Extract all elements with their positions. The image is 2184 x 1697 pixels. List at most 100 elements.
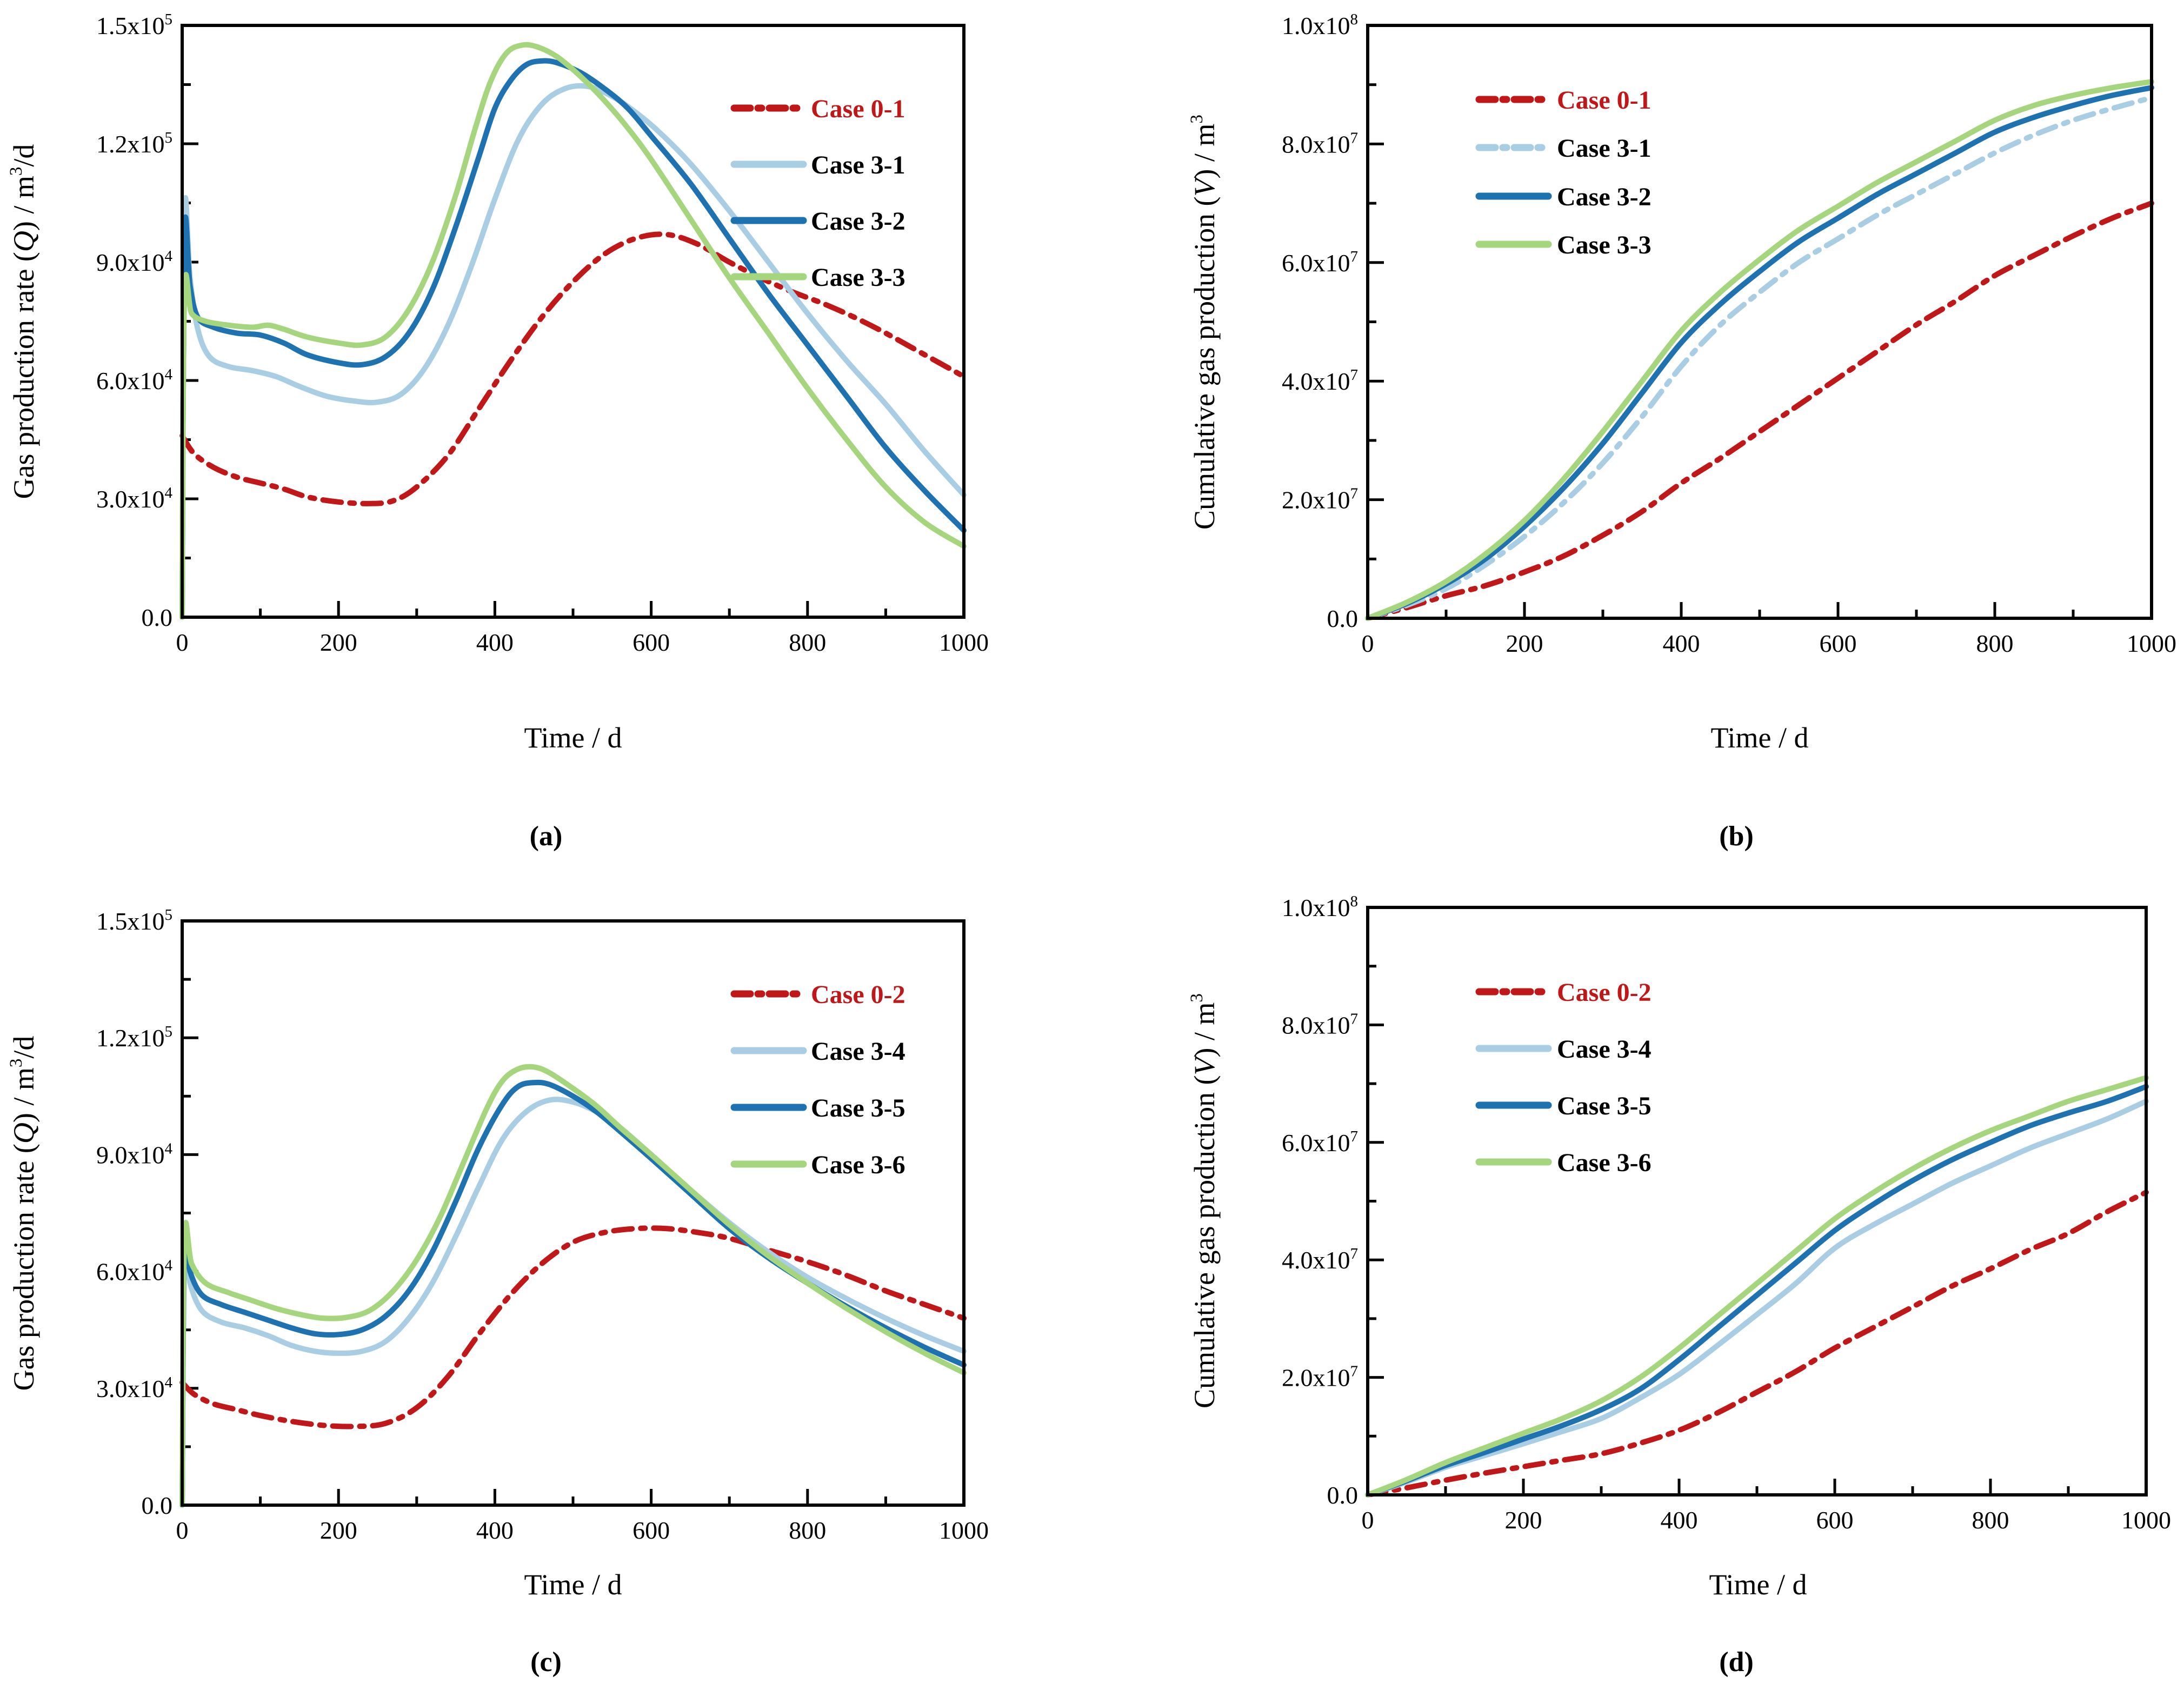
x-tick-label: 400 — [1663, 630, 1700, 657]
y-tick-label: 8.0x107 — [1282, 129, 1358, 158]
y-tick-label: 3.0x104 — [96, 484, 173, 513]
y-tick-label: 6.0x107 — [1282, 1128, 1358, 1157]
legend-label-case-0-2: Case 0-2 — [811, 980, 905, 1009]
y-tick-label: 6.0x104 — [96, 1257, 173, 1286]
x-tick-label: 0 — [1362, 1506, 1374, 1534]
y-axis-label: Gas production rate (Q) / m3/d — [6, 1036, 40, 1391]
y-tick-label: 1.0x108 — [1282, 893, 1358, 921]
caption-panel-c: (c) — [530, 1647, 562, 1678]
y-axis-label: Cumulative gas production (V) / m3 — [1187, 115, 1221, 530]
legend: Case 0-1 Case 3-1 Case 3-2 Case 3-3 — [730, 95, 905, 292]
plot-frame — [1366, 24, 2153, 620]
y-tick-label: 8.0x107 — [1282, 1010, 1358, 1039]
series-case-3-1 — [1365, 95, 2154, 621]
series-case-3-2 — [179, 58, 967, 620]
series-case-3-4 — [1365, 1098, 2149, 1498]
y-tick-label: 2.0x107 — [1282, 1363, 1358, 1392]
legend-label-case-3-6: Case 3-6 — [811, 1151, 905, 1179]
x-tick-label: 200 — [1505, 1506, 1542, 1534]
series-case-3-6 — [179, 1064, 967, 1508]
y-tick-label: 0.0 — [142, 1492, 173, 1519]
legend-label-case-3-3: Case 3-3 — [1557, 231, 1652, 259]
y-tick-label: 3.0x104 — [96, 1374, 173, 1402]
plot-frame — [181, 24, 966, 619]
panel-a-chart: 0 200 400 600 800 1000 0.0 3.0x104 6.0x104 9.0x10… — [6, 11, 989, 754]
x-tick-label: 200 — [320, 1516, 357, 1544]
x-tick-label: 600 — [1816, 1506, 1854, 1534]
y-tick-label: 4.0x107 — [1282, 1245, 1358, 1274]
series-case-3-2 — [1365, 85, 2154, 621]
y-tick-label: 9.0x104 — [96, 1140, 173, 1168]
y-tick-label: 1.2x105 — [96, 129, 172, 158]
y-tick-label: 6.0x107 — [1282, 248, 1358, 277]
x-axis-label: Time / d — [1709, 1568, 1807, 1601]
axes: 0 200 400 600 800 1000 0.0 3.0x104 6.0x104 9.0x10… — [96, 11, 989, 656]
x-tick-label: 800 — [789, 1516, 826, 1544]
y-axis-label: Gas production rate (Q) / m3/d — [6, 144, 40, 499]
x-tick-label: 800 — [789, 629, 826, 656]
series-case-0-2 — [1365, 1190, 2149, 1498]
series-case-0-1 — [179, 231, 967, 506]
legend-label-case-3-2: Case 3-2 — [1557, 183, 1652, 211]
y-tick-label: 9.0x104 — [96, 248, 173, 276]
x-tick-label: 200 — [320, 629, 357, 656]
legend: Case 0-2 Case 3-4 Case 3-5 Case 3-6 — [730, 980, 905, 1179]
x-axis-label: Time / d — [524, 1568, 622, 1601]
series-group — [1365, 1075, 2149, 1498]
series-case-3-3 — [1365, 79, 2154, 621]
legend: Case 0-1 Case 3-1 Case 3-2 Case 3-3 — [1475, 86, 1652, 259]
x-tick-label: 800 — [1976, 630, 2014, 657]
x-tick-label: 0 — [176, 629, 189, 656]
y-tick-label: 1.5x105 — [96, 11, 172, 39]
x-tick-label: 200 — [1506, 630, 1543, 657]
plot-frame — [181, 919, 966, 1507]
x-axis-label: Time / d — [1710, 721, 1808, 754]
legend-label-case-3-4: Case 3-4 — [811, 1037, 905, 1066]
y-axis-label: Cumulative gas production (V) / m3 — [1187, 993, 1221, 1408]
legend-label-case-3-3: Case 3-3 — [811, 263, 905, 292]
legend-label-case-0-2: Case 0-2 — [1557, 978, 1652, 1007]
series-group — [179, 1064, 967, 1508]
legend-label-case-0-1: Case 0-1 — [1557, 86, 1652, 115]
y-tick-label: 1.0x108 — [1282, 11, 1358, 39]
x-axis-label: Time / d — [524, 721, 622, 754]
x-tick-label: 1000 — [2121, 1506, 2171, 1534]
x-tick-label: 400 — [476, 629, 514, 656]
x-tick-label: 600 — [1820, 630, 1857, 657]
y-tick-label: 0.0 — [1327, 605, 1359, 632]
y-tick-label: 0.0 — [142, 604, 173, 631]
x-tick-label: 800 — [1972, 1506, 2009, 1534]
legend-label-case-3-5: Case 3-5 — [811, 1094, 905, 1123]
series-case-3-4 — [179, 1097, 967, 1508]
legend-label-case-3-1: Case 3-1 — [811, 151, 905, 179]
y-tick-label: 6.0x104 — [96, 366, 173, 395]
legend-label-case-3-1: Case 3-1 — [1557, 134, 1652, 163]
panel-b-chart: 0 200 400 600 800 1000 0.0 2.0x107 4.0x107 6.0x10… — [1187, 11, 2176, 754]
x-tick-label: 600 — [632, 1516, 670, 1544]
legend-label-case-3-2: Case 3-2 — [811, 207, 905, 236]
x-tick-label: 400 — [1661, 1506, 1698, 1534]
x-tick-label: 1000 — [939, 1516, 989, 1544]
x-tick-label: 400 — [476, 1516, 514, 1544]
y-tick-label: 1.2x105 — [96, 1023, 172, 1052]
axes: 0 200 400 600 800 1000 0.0 2.0x107 4.0x107 6.0x10… — [1282, 11, 2176, 657]
series-group — [179, 42, 967, 620]
y-tick-label: 4.0x107 — [1282, 366, 1358, 395]
plot-frame — [1366, 906, 2148, 1496]
panel-d-chart: 0 200 400 600 800 1000 0.0 2.0x107 4.0x107 6.0x10… — [1187, 893, 2171, 1601]
caption-panel-d: (d) — [1719, 1647, 1754, 1678]
x-tick-label: 600 — [632, 629, 670, 656]
series-case-3-5 — [179, 1079, 967, 1508]
axes: 0 200 400 600 800 1000 0.0 2.0x107 4.0x107 6.0x10… — [1282, 893, 2171, 1534]
panel-c-chart: 0 200 400 600 800 1000 0.0 3.0x104 6.0x104 9.0x10… — [6, 906, 989, 1601]
x-tick-label: 1000 — [939, 629, 989, 656]
caption-panel-a: (a) — [529, 821, 563, 852]
y-tick-label: 1.5x105 — [96, 906, 172, 935]
series-case-3-3 — [179, 42, 967, 620]
legend-label-case-3-6: Case 3-6 — [1557, 1148, 1652, 1177]
legend-label-case-0-1: Case 0-1 — [811, 95, 905, 123]
x-tick-label: 0 — [1362, 630, 1374, 657]
y-tick-label: 0.0 — [1327, 1481, 1359, 1509]
series-case-0-2 — [179, 1225, 967, 1429]
